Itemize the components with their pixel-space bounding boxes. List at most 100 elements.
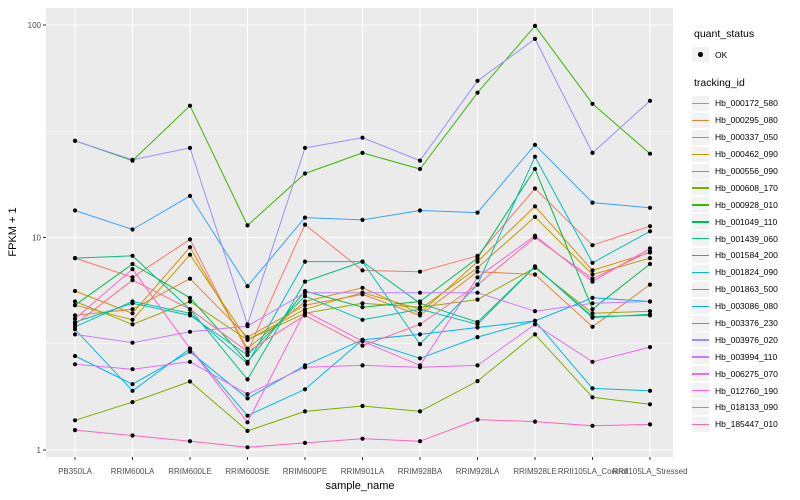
legend-item-label: Hb_001049_110	[715, 216, 778, 227]
legend-item-label: Hb_012760_190	[715, 385, 778, 396]
data-point	[360, 305, 365, 310]
data-point	[187, 299, 193, 304]
legend-key-swatch	[692, 332, 709, 348]
data-point	[475, 290, 480, 295]
data-point	[475, 256, 480, 261]
data-point	[647, 299, 653, 304]
data-point	[647, 422, 653, 427]
data-point	[245, 396, 250, 401]
data-point	[302, 294, 308, 299]
legend-item-Hb_003086_080: Hb_003086_080	[692, 298, 798, 315]
legend-item-label: Hb_001863_500	[715, 284, 778, 295]
data-point	[532, 309, 538, 314]
data-point	[532, 186, 538, 191]
data-point	[187, 295, 193, 300]
data-point	[647, 388, 653, 393]
legend-item-Hb_000337_050: Hb_000337_050	[692, 129, 798, 146]
data-point	[130, 157, 135, 162]
data-point	[245, 445, 250, 450]
data-point	[360, 403, 365, 409]
data-point	[590, 243, 595, 248]
legend-item-Hb_185447_010: Hb_185447_010	[692, 416, 798, 433]
data-point	[647, 249, 653, 254]
data-point	[187, 307, 193, 312]
data-point	[360, 363, 365, 368]
data-point	[417, 322, 423, 327]
data-point	[590, 272, 595, 277]
data-point	[475, 363, 480, 368]
legend-item-Hb_001439_060: Hb_001439_060	[692, 230, 798, 247]
legend-item-Hb_000295_080: Hb_000295_080	[692, 112, 798, 129]
legend-title-tracking-id: tracking_id	[694, 77, 745, 89]
data-point	[475, 335, 480, 340]
data-point	[130, 267, 135, 272]
legend-line-icon	[692, 221, 709, 223]
x-tick-label: RRIM901LA	[341, 467, 385, 476]
data-point	[130, 253, 135, 258]
data-point	[130, 311, 135, 316]
legend-line-icon	[692, 406, 709, 409]
data-point	[245, 377, 250, 382]
data-point	[245, 392, 250, 397]
data-point	[475, 297, 480, 302]
legend-key-swatch	[692, 214, 709, 230]
data-point	[532, 332, 538, 337]
data-point	[417, 166, 423, 172]
data-point	[590, 260, 595, 265]
data-point	[245, 420, 250, 425]
data-point	[302, 215, 308, 220]
data-point	[590, 307, 595, 312]
data-point	[475, 322, 480, 327]
legend-item-label: Hb_000928_010	[715, 199, 778, 210]
data-point	[72, 327, 78, 332]
data-point	[130, 388, 135, 393]
legend-item-label: Hb_000295_080	[715, 115, 778, 126]
legend-key-swatch	[692, 315, 709, 331]
y-tick-label: 10	[32, 233, 41, 242]
data-point	[245, 346, 250, 351]
legend-line-icon	[692, 356, 709, 358]
data-point	[187, 193, 193, 198]
legend-key-swatch	[692, 349, 709, 365]
data-point	[302, 313, 308, 318]
data-point	[360, 339, 365, 344]
data-point	[302, 171, 308, 176]
data-point	[130, 278, 135, 283]
data-point	[532, 23, 538, 28]
legend-key-swatch	[692, 163, 709, 179]
data-point	[475, 417, 480, 422]
data-point	[245, 337, 250, 342]
legend: quant_status OK tracking_id Hb_000172_58…	[692, 28, 798, 447]
data-point	[360, 290, 365, 295]
legend-item-label: OK	[715, 49, 728, 60]
legend-item-label: Hb_000556_090	[715, 166, 778, 176]
data-point	[647, 98, 653, 103]
legend-item-Hb_001049_110: Hb_001049_110	[692, 213, 798, 230]
data-point	[72, 138, 78, 143]
legend-item-label: Hb_000172_580	[715, 98, 778, 109]
legend-item-Hb_000928_010: Hb_000928_010	[692, 196, 798, 213]
data-point	[130, 340, 135, 345]
x-tick-label: RRII105LA_Control	[558, 467, 628, 476]
legend-line-icon	[692, 102, 709, 105]
data-point	[72, 313, 78, 318]
data-point	[72, 288, 78, 294]
data-point	[417, 311, 423, 316]
data-point	[647, 313, 653, 318]
data-point	[590, 268, 595, 273]
data-point	[475, 282, 480, 287]
legend-item-label: Hb_000462_090	[715, 149, 778, 160]
data-point	[72, 428, 78, 433]
legend-key-swatch	[692, 197, 709, 213]
data-point	[532, 214, 538, 219]
data-point	[187, 346, 193, 351]
data-point	[302, 409, 308, 414]
legend-key-swatch	[692, 247, 709, 263]
data-point	[302, 387, 308, 392]
legend-key-point	[692, 47, 709, 62]
data-point	[130, 227, 135, 232]
x-tick-label: RRIM600SE	[225, 467, 269, 476]
data-point	[130, 261, 135, 267]
x-tick-label: RRIM600PE	[283, 467, 327, 476]
